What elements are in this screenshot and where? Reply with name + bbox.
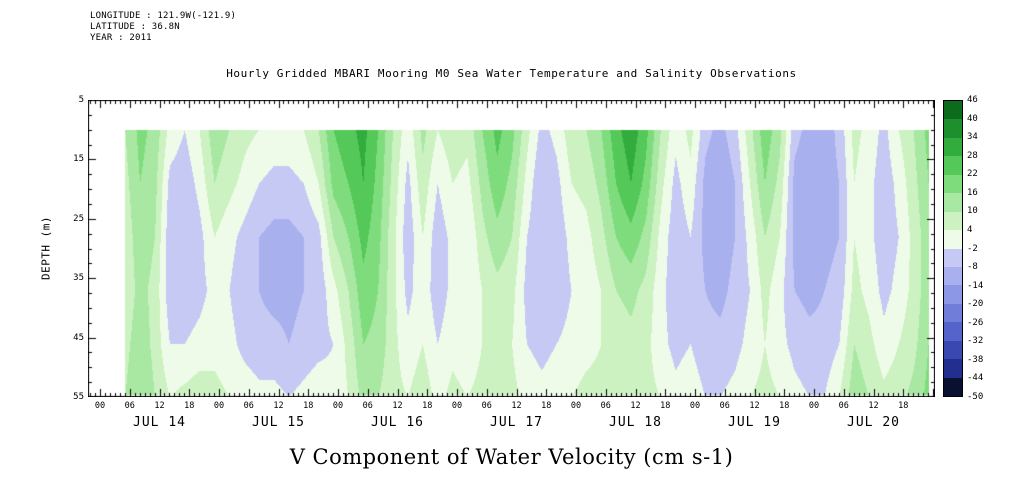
colorbar-bin: [944, 101, 962, 120]
y-tick-label: 25: [73, 213, 84, 224]
colorbar-tick-label: 28: [967, 150, 978, 161]
x-day-label: JUL 14: [133, 415, 186, 430]
y-tick-label: 5: [78, 95, 84, 105]
colorbar-bin: [944, 193, 962, 212]
colorbar-tick-label: -8: [967, 262, 978, 273]
colorbar-bin: [944, 377, 962, 396]
x-day-label: JUL 17: [490, 415, 543, 430]
colorbar-bin: [944, 119, 962, 138]
x-hour-tick-label: 00: [570, 401, 582, 411]
colorbar-bin: [944, 340, 962, 360]
colorbar-tick-label: -2: [967, 243, 978, 254]
colorbar-bin: [944, 156, 962, 175]
x-hour-tick-label: 06: [838, 401, 849, 411]
x-hour-tick-label: 06: [600, 401, 611, 411]
x-hour-tick-label: 18: [303, 401, 314, 411]
colorbar-tick-label: 34: [967, 132, 978, 143]
colorbar-tick-label: 10: [967, 206, 978, 217]
x-hour-tick-label: 18: [184, 401, 195, 411]
x-hour-tick-label: 00: [332, 401, 344, 411]
longitude-label: LONGITUDE : 121.9W(-121.9): [90, 11, 237, 21]
x-hour-tick-label: 12: [868, 401, 879, 411]
colorbar-tick-label: -26: [967, 317, 984, 328]
colorbar: [943, 100, 963, 397]
y-tick-label: 15: [73, 154, 84, 165]
x-hour-tick-label: 18: [898, 401, 909, 411]
y-axis-title: DEPTH (m): [39, 215, 53, 281]
colorbar-tick-label: 16: [967, 187, 978, 198]
colorbar-bin: [944, 230, 962, 249]
colorbar-bin: [944, 322, 962, 341]
x-hour-tick-label: 06: [362, 401, 373, 411]
colorbar-tick-label: 40: [967, 113, 978, 124]
x-hour-tick-label: 00: [689, 401, 701, 411]
metadata-block: LONGITUDE : 121.9W(-121.9) LATITUDE : 36…: [90, 11, 236, 44]
x-hour-tick-label: 00: [213, 401, 225, 411]
x-day-label: JUL 15: [252, 415, 305, 430]
x-hour-tick-label: 12: [154, 401, 165, 411]
y-tick-label: 35: [73, 273, 84, 284]
colorbar-tick-label: -50: [967, 392, 984, 402]
x-hour-tick-label: 18: [422, 401, 433, 411]
colorbar-bin: [944, 359, 962, 378]
colorbar-tick-label: -38: [967, 354, 984, 365]
x-hour-tick-label: 00: [94, 401, 106, 411]
x-day-label: JUL 18: [609, 415, 662, 430]
x-hour-tick-label: 18: [541, 401, 552, 411]
x-hour-tick-label: 12: [273, 401, 284, 411]
x-day-label: JUL 19: [728, 415, 781, 430]
x-hour-tick-label: 18: [779, 401, 790, 411]
y-tick-label: 45: [73, 332, 84, 343]
colorbar-bin: [944, 303, 962, 323]
x-hour-tick-label: 06: [719, 401, 730, 411]
colorbar-tick-label: -32: [967, 336, 984, 347]
colorbar-bin: [944, 137, 962, 157]
x-hour-tick-label: 12: [749, 401, 760, 411]
heatmap-canvas: [88, 100, 935, 397]
x-day-label: JUL 20: [847, 415, 900, 430]
figure-caption: V Component of Water Velocity (cm s-1): [289, 445, 734, 469]
y-tick-label: 55: [73, 392, 84, 402]
x-hour-tick-label: 00: [808, 401, 820, 411]
x-hour-tick-label: 18: [660, 401, 671, 411]
x-hour-tick-label: 12: [392, 401, 403, 411]
colorbar-tick-label: -20: [967, 299, 984, 310]
x-hour-tick-label: 06: [124, 401, 135, 411]
x-hour-tick-label: 00: [451, 401, 463, 411]
year-label: YEAR : 2011: [90, 33, 152, 43]
plot-title: Hourly Gridded MBARI Mooring M0 Sea Wate…: [226, 67, 797, 80]
colorbar-bin: [944, 174, 962, 194]
colorbar-tick-label: 22: [967, 169, 978, 180]
colorbar-bin: [944, 266, 962, 286]
x-hour-tick-label: 06: [243, 401, 254, 411]
colorbar-bin: [944, 211, 962, 231]
colorbar-tick-label: -14: [967, 280, 984, 291]
x-hour-tick-label: 12: [511, 401, 522, 411]
x-day-label: JUL 16: [371, 415, 424, 430]
x-hour-tick-label: 12: [630, 401, 641, 411]
colorbar-bin: [944, 248, 962, 267]
colorbar-bin: [944, 285, 962, 304]
colorbar-tick-label: -44: [967, 373, 984, 384]
colorbar-tick-label: 4: [967, 224, 973, 235]
x-hour-tick-label: 06: [481, 401, 492, 411]
colorbar-tick-label: 46: [967, 95, 978, 105]
latitude-label: LATITUDE : 36.8N: [90, 22, 180, 32]
